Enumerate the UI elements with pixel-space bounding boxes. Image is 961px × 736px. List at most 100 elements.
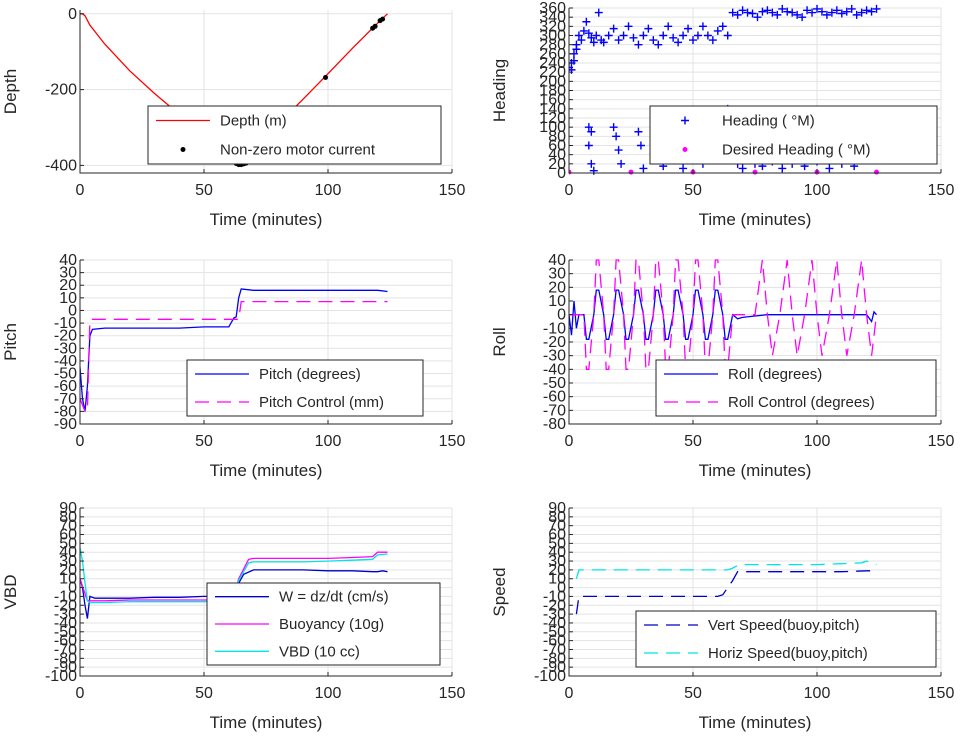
pitch-x-axis-label: Time (minutes) [210,461,323,480]
y-tick-label: 140 [539,101,566,118]
y-tick-label: 10 [59,571,77,588]
heading-series-0-point [639,31,648,40]
heading-series-0-point [847,4,856,13]
y-tick-label: 20 [59,277,77,294]
heading-series-0-point [629,33,638,42]
legend-label: Desired Heading ( °M) [722,142,871,159]
heading-series-0-point [852,10,861,19]
heading-series-0-point [738,164,747,173]
y-tick-label: -10 [543,588,566,605]
x-tick-label: 100 [804,182,831,199]
x-tick-label: 0 [565,685,574,702]
y-tick-label: -30 [543,606,566,623]
heading-series-0-point [577,36,586,45]
legend-swatch [682,147,688,152]
heading-series-0-point [693,31,702,40]
y-tick-label: -20 [543,334,566,351]
depth-panel: 0 50 100 150 0 -200 -400 Time (minutes) Depth Dep… [1,6,465,229]
vbd-x-axis-label: Time (minutes) [210,713,323,732]
y-tick-label: 10 [548,571,566,588]
heading-series-0-point [718,22,727,31]
heading-series-0-point [713,26,722,35]
heading-series-0-point [619,31,628,40]
speed-data [575,560,877,615]
y-tick-label: 160 [539,92,566,109]
y-tick-label: 0 [68,6,77,23]
y-tick-label: -90 [54,416,77,433]
heading-series-0-point [612,132,621,141]
heading-series-0-point [763,6,772,15]
heading-series-0-point [634,127,643,136]
roll-legend: Roll (degrees) Roll Control (degrees) [655,359,937,417]
x-tick-label: 100 [315,182,342,199]
y-tick-label: -80 [543,650,566,667]
legend-label: Roll (degrees) [728,366,822,383]
y-tick-label: 300 [539,28,566,45]
heading-series-0-point [636,141,645,150]
y-tick-label: 50 [548,535,566,552]
y-tick-label: 40 [548,147,566,164]
y-tick-label: 360 [539,0,566,17]
y-tick-label: 20 [548,279,566,296]
heading-series-0-point [778,164,787,173]
vbd-legend: W = dz/dt (cm/s) Buoyancy (10g) VBD (10 cc… [206,582,441,666]
heading-series-0-point [832,6,841,15]
heading-series-0-point [599,38,608,47]
pitch-series-1-line [80,300,388,413]
y-tick-label: 70 [59,518,77,535]
heading-series-0-point [614,146,623,155]
heading-series-0-point [822,10,831,19]
heading-series-0-point [743,8,752,17]
y-tick-label: -50 [54,624,77,641]
y-tick-label: -60 [54,378,77,395]
y-tick-label: 20 [548,562,566,579]
x-tick-label: 50 [684,182,702,199]
y-tick-label: 30 [59,553,77,570]
x-tick-label: 0 [565,433,574,450]
roll-y-axis-label: Roll [490,327,509,356]
x-tick-label: 100 [315,433,342,450]
y-tick-label: 260 [539,46,566,63]
heading-y-axis-label: Heading [490,59,509,122]
y-tick-label: -80 [54,650,77,667]
heading-series-0-point [679,164,688,173]
heading-series-0-point [614,36,623,45]
legend-label: Vert Speed(buoy,pitch) [708,617,859,634]
legend-label: VBD (10 cc) [279,643,360,660]
y-tick-label: 60 [548,527,566,544]
x-tick-label: 0 [76,685,85,702]
y-tick-label: 20 [548,156,566,173]
y-tick-label: 20 [59,562,77,579]
heading-series-0-point [773,10,782,19]
depth-series-1-point [372,23,378,29]
legend-label: Buoyancy (10g) [279,616,384,633]
legend-box [649,105,938,165]
x-tick-label: 150 [928,433,955,450]
y-tick-label: 40 [548,252,566,269]
y-tick-label: 80 [59,509,77,526]
y-tick-label: 100 [539,119,566,136]
y-tick-label: 240 [539,55,566,72]
depth-y-axis-label: Depth [1,69,20,114]
y-tick-label: -100 [534,668,566,685]
heading-series-0-point [589,166,598,175]
heading-series-0-point [862,6,871,15]
y-tick-label: 0 [68,302,77,319]
y-tick-label: -70 [543,402,566,419]
heading-series-0-point [872,4,881,13]
x-tick-label: 150 [439,685,466,702]
heading-series-0-point [708,36,717,45]
y-tick-label: 0 [68,580,77,597]
x-tick-label: 150 [928,685,955,702]
heading-series-0-point [574,31,583,40]
speed-series-1-line [575,560,877,579]
speed-x-axis-label: Time (minutes) [699,713,812,732]
heading-series-0-point [803,6,812,15]
y-tick-label: 10 [59,290,77,307]
legend-swatch [681,116,689,125]
heading-series-0-point [723,31,732,40]
x-tick-label: 0 [76,433,85,450]
y-tick-label: 0 [557,165,566,182]
y-tick-label: -60 [54,633,77,650]
